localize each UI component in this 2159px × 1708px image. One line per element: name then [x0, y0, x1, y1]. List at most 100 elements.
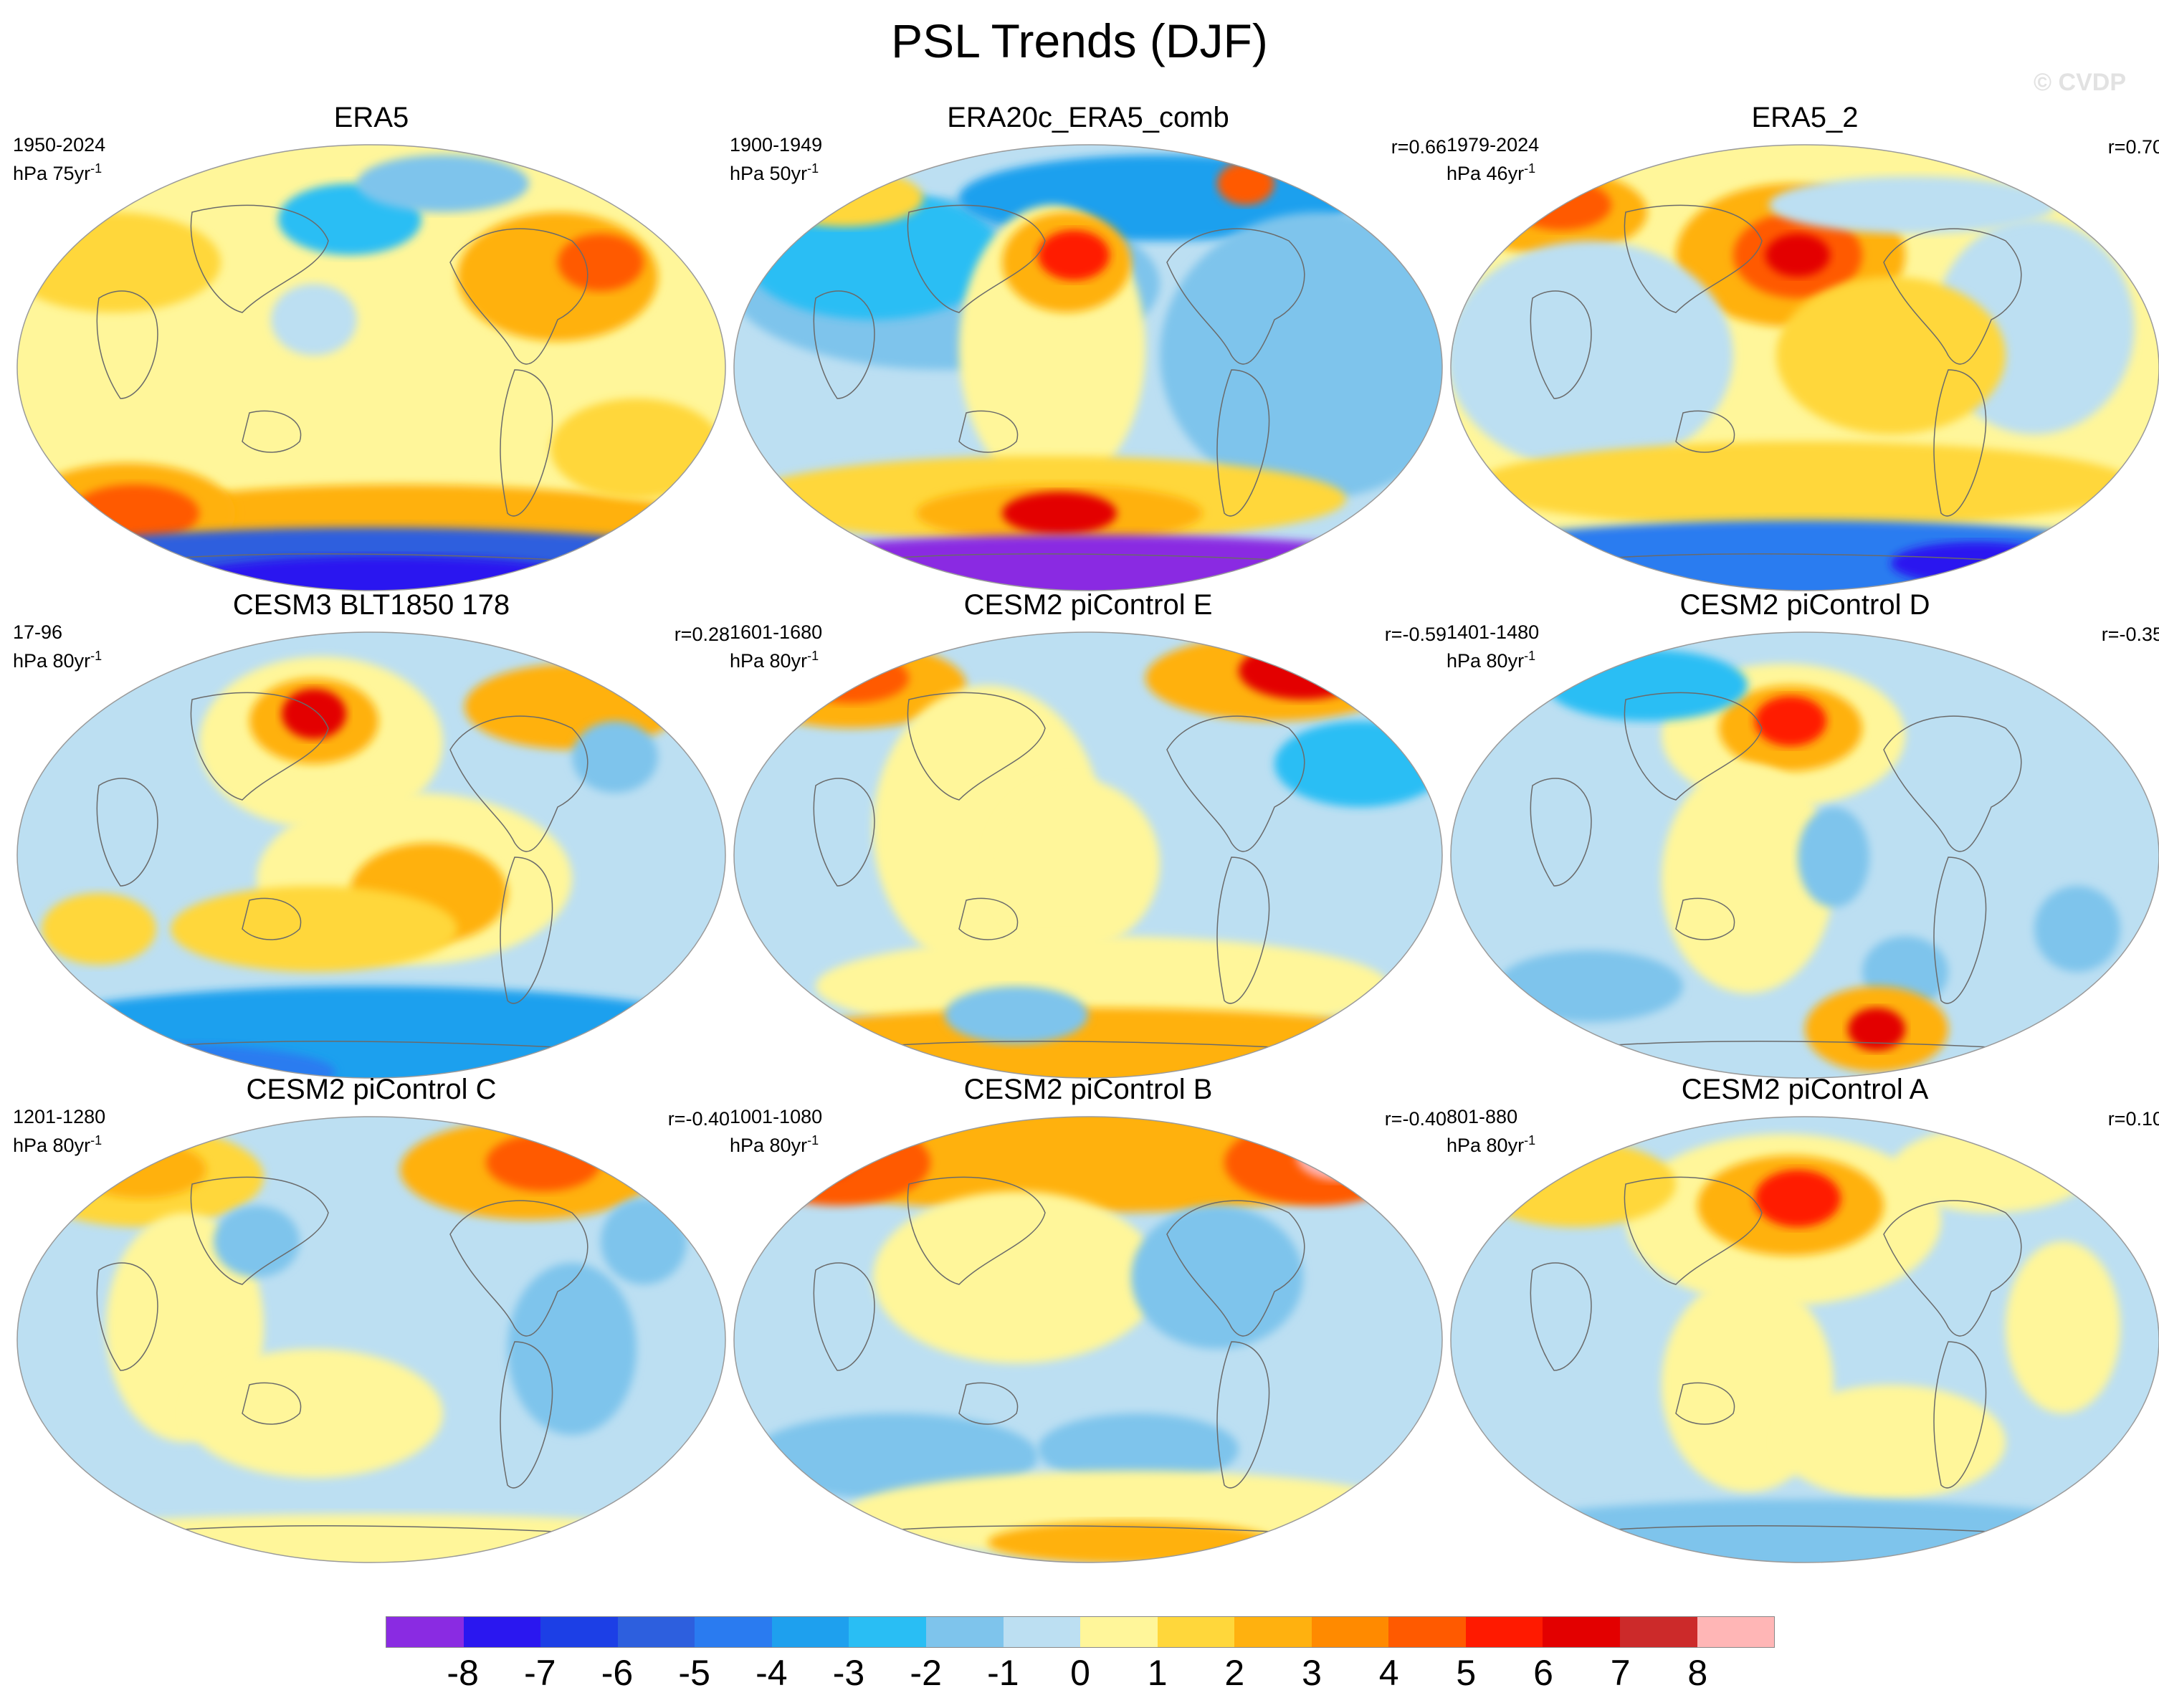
colorbar-tick-label: -3 — [832, 1653, 865, 1693]
coastline — [190, 1176, 329, 1285]
colorbar-tick-label: 0 — [1070, 1653, 1090, 1693]
trend-contour — [1274, 721, 1442, 807]
colorbar-tick-label: 8 — [1687, 1653, 1708, 1693]
panel-meta: 801-880 hPa 80yr-1 — [1447, 1105, 1535, 1158]
colorbar-swatch — [463, 1617, 541, 1647]
trend-contour — [1891, 1127, 2092, 1213]
colorbar-tick-label: -5 — [678, 1653, 710, 1693]
coastline — [449, 228, 588, 365]
trend-contour — [758, 1130, 859, 1180]
map-border — [733, 1116, 1443, 1563]
trend-contour — [17, 986, 725, 1078]
panel-title: ERA5_2 — [1751, 102, 1859, 133]
colorbar-tick-label: -7 — [524, 1653, 556, 1693]
trend-contour — [185, 1349, 443, 1478]
map-panel: CESM2 piControl E 1601-1680 hPa 80yr-1 r… — [730, 588, 1447, 1082]
colorbar-swatch — [1157, 1617, 1235, 1647]
trend-contour — [1224, 1120, 1411, 1206]
trend-contour — [1755, 1170, 1841, 1227]
panel-title: CESM2 piControl D — [1679, 589, 1930, 621]
trend-contour — [1769, 176, 2056, 234]
colorbar-swatch — [1311, 1617, 1389, 1647]
colorbar-swatch — [1465, 1617, 1543, 1647]
map-panel: ERA20c_ERA5_comb 1900-1949 hPa 50yr-1 r=… — [730, 100, 1447, 595]
panel-period: 1950-2024 — [13, 134, 106, 156]
trend-map — [16, 631, 726, 1079]
trend-contour — [171, 886, 457, 972]
coastline — [958, 897, 1019, 940]
coastline — [813, 1262, 875, 1371]
map-border — [1450, 144, 2159, 591]
coastline — [242, 410, 302, 453]
trend-contour — [1239, 642, 1368, 700]
panel-units: hPa 50yr-1 — [730, 161, 819, 184]
colorbar-swatch — [1620, 1617, 1697, 1647]
colorbar-swatch — [1388, 1617, 1466, 1647]
trend-contour — [486, 1134, 601, 1191]
colorbar-swatch — [1003, 1617, 1081, 1647]
coastline — [1883, 715, 2022, 852]
trend-contour — [1038, 1413, 1239, 1485]
coastline — [1675, 897, 1735, 940]
panel-period: 1601-1680 — [730, 621, 823, 643]
map-panel: ERA5 1950-2024 hPa 75yr-1 — [13, 100, 730, 595]
panel-correlation: r=0.66 — [1391, 136, 1447, 158]
coastline — [1216, 857, 1270, 1004]
trend-contour — [357, 155, 529, 212]
panel-correlation: r=0.10 — [2107, 1108, 2159, 1130]
coastline — [907, 692, 1046, 801]
panel-units: hPa 80yr-1 — [1447, 1133, 1536, 1156]
trend-contour — [1160, 212, 1442, 499]
coastline — [1675, 1382, 1735, 1425]
coastline — [907, 204, 1046, 313]
trend-contour — [1848, 1008, 1905, 1051]
coastline — [958, 410, 1019, 453]
trend-map — [1450, 144, 2159, 591]
map-panel: CESM2 piControl A 801-880 hPa 80yr-1 r=0… — [1447, 1072, 2159, 1567]
coastline — [449, 715, 588, 852]
trend-contour — [1755, 696, 1826, 746]
trend-contour — [271, 284, 357, 356]
trend-contour — [1002, 492, 1117, 535]
colorbar-tick-label: -1 — [987, 1653, 1019, 1693]
panel-units: hPa 80yr-1 — [1447, 649, 1536, 672]
trend-contour — [572, 721, 658, 793]
trend-contour — [1475, 1141, 1676, 1227]
coastline — [813, 290, 875, 399]
trend-map — [733, 631, 1443, 1079]
coastline — [1933, 369, 1987, 517]
colorbar-swatch — [1543, 1617, 1620, 1647]
trend-map — [1450, 1116, 2159, 1563]
colorbar-swatch — [386, 1617, 464, 1647]
trend-contour — [734, 1008, 1442, 1078]
map-border — [733, 631, 1443, 1079]
coastline — [500, 857, 553, 1004]
panel-period: 1900-1949 — [730, 134, 823, 156]
trend-contour — [1451, 520, 2159, 591]
trend-contour — [873, 1191, 1160, 1363]
panel-units: hPa 80yr-1 — [730, 649, 819, 672]
panel-title: CESM2 piControl C — [246, 1074, 497, 1105]
coastline — [1933, 857, 1987, 1004]
trend-map — [16, 1116, 726, 1563]
coastline — [907, 1176, 1046, 1285]
trend-contour — [551, 399, 723, 499]
trend-map — [733, 1116, 1443, 1563]
trend-contour — [2006, 1241, 2120, 1413]
coastline — [1530, 778, 1592, 887]
panel-meta: 1201-1280 hPa 80yr-1 — [13, 1105, 105, 1158]
panel-correlation: r=-0.35 — [2101, 624, 2159, 645]
map-panel: ERA5_2 1979-2024 hPa 46yr-1 r=0.70 — [1447, 100, 2159, 595]
panel-period: 1401-1480 — [1447, 621, 1540, 643]
colorbar-tick-label: -4 — [756, 1653, 788, 1693]
colorbar-swatch — [1234, 1617, 1312, 1647]
map-border — [16, 144, 726, 591]
panel-correlation: r=-0.40 — [1384, 1108, 1447, 1130]
coastline — [1166, 228, 1305, 365]
coastline — [449, 1200, 588, 1337]
trend-contour — [988, 1521, 1274, 1563]
panel-title: CESM2 piControl B — [963, 1074, 1213, 1105]
trend-contour — [1131, 1206, 1303, 1349]
coastline — [1624, 1176, 1763, 1285]
trend-contour — [766, 169, 923, 226]
